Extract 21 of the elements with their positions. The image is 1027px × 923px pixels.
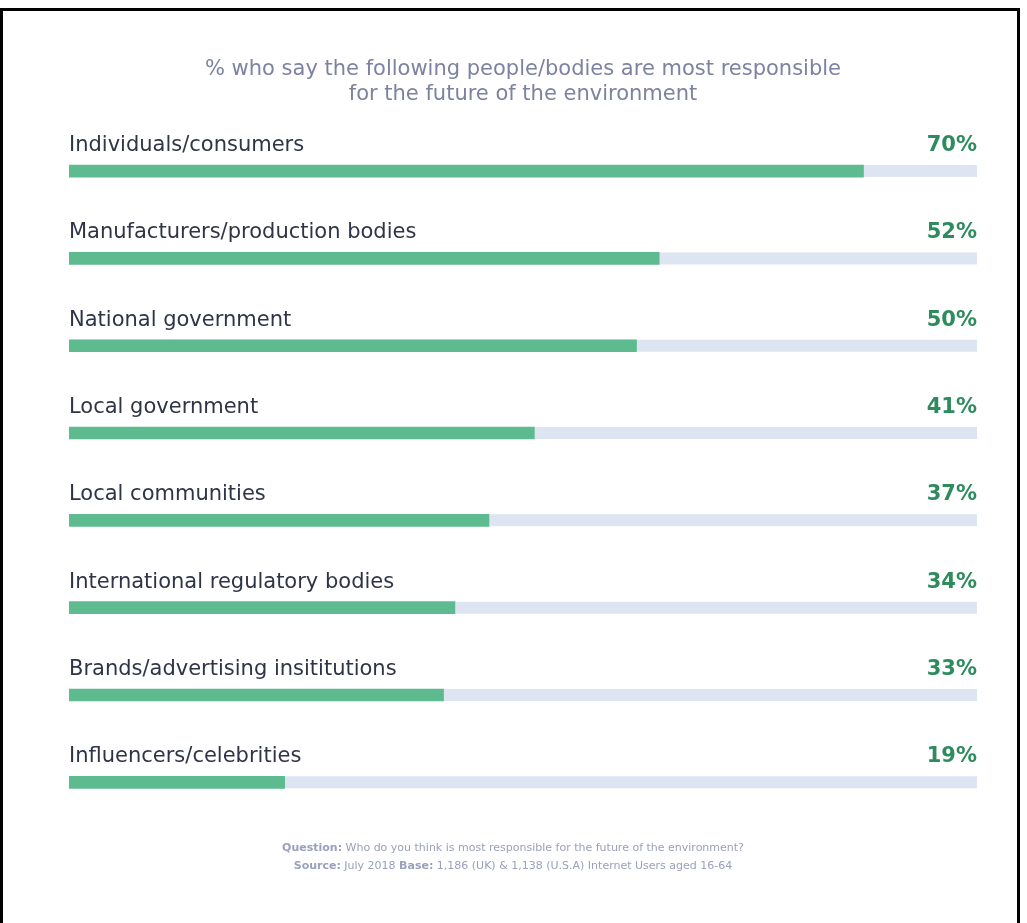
text: Question: Who do you think is most responsible for the future of the environment? [281, 840, 745, 856]
data-label: 50% [926, 306, 977, 331]
data-label: 41% [926, 394, 977, 419]
data-label: 52% [926, 219, 977, 244]
text: % who say the following people/bodies are most responsible [204, 56, 842, 81]
data-label: 19% [926, 743, 977, 768]
y-tick-label: Influencers/celebrities [69, 743, 302, 768]
y-tick-label: Local government [69, 394, 259, 419]
y-tick-label: Brands/advertising insititutions [69, 656, 397, 681]
data-label: 37% [926, 481, 977, 506]
text: for the future of the environment [348, 81, 698, 106]
y-tick-label: Individuals/consumers [69, 132, 305, 157]
source-note: Source: July 2018 Base: 1,186 (UK) & 1,138 (U.S.A) Internet Users aged 16-64 [292, 858, 734, 874]
data-label: 33% [926, 656, 977, 681]
data-label: 34% [926, 568, 977, 593]
y-tick-label: Manufacturers/production bodies [69, 219, 417, 244]
y-tick-label: Local communities [69, 481, 266, 506]
data-label: 70% [926, 132, 977, 157]
bar [69, 776, 285, 789]
y-tick-label: International regulatory bodies [69, 568, 395, 593]
y-tick-label: National government [69, 306, 292, 331]
